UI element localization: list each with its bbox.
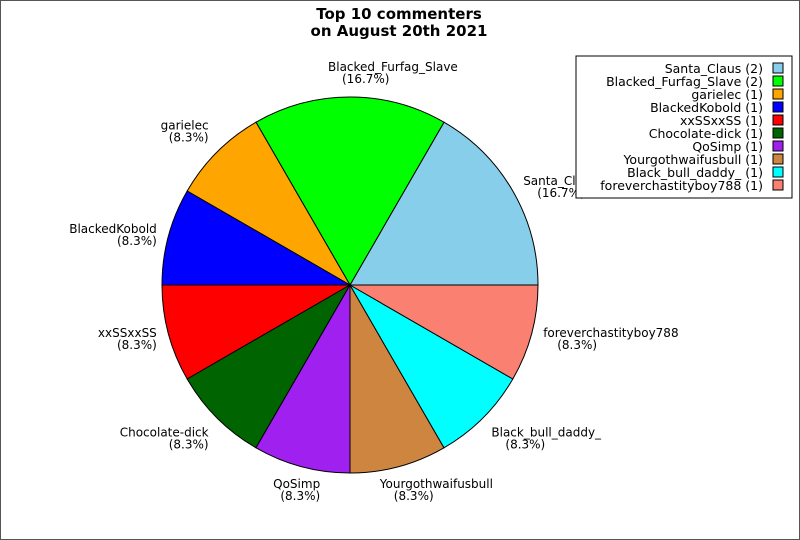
legend-label-0: Santa_Claus (2) xyxy=(665,61,763,76)
slice-pct-8: (8.3%) xyxy=(505,437,545,451)
slice-label-3: BlackedKobold xyxy=(69,222,157,236)
legend-swatch-8 xyxy=(772,166,784,178)
legend-label-2: garielec (1) xyxy=(691,87,763,102)
legend-label-5: Chocolate-dick (1) xyxy=(649,126,763,141)
pie-slice-5 xyxy=(186,283,352,449)
pie-slice-8 xyxy=(348,283,514,449)
slice-pct-4: (8.3%) xyxy=(117,338,157,352)
slice-pct-1: (16.7%) xyxy=(342,72,389,86)
legend-swatch-3 xyxy=(772,101,784,113)
slice-pct-0: (16.7%) xyxy=(537,186,584,200)
chart-title-line-2: on August 20th 2021 xyxy=(311,22,488,40)
legend-swatch-4 xyxy=(772,114,784,126)
pie-slice-4 xyxy=(161,284,352,380)
pie-slice-0 xyxy=(349,121,539,286)
slice-pct-2: (8.3%) xyxy=(169,131,209,145)
slice-pct-7: (8.3%) xyxy=(394,489,434,503)
legend-label-9: foreverchastityboy788 (1) xyxy=(600,178,763,193)
legend-swatch-0 xyxy=(772,62,784,74)
pie-slice-9 xyxy=(348,284,539,380)
pie-slice-6 xyxy=(255,283,351,474)
slice-label-2: garielec xyxy=(161,119,209,133)
slice-pct-6: (8.3%) xyxy=(280,489,320,503)
legend-label-8: Black_bull_daddy_ (1) xyxy=(627,165,763,180)
slice-label-1: Blacked_Furfag_Slave xyxy=(328,60,458,74)
slice-pct-5: (8.3%) xyxy=(169,437,209,451)
legend-swatch-5 xyxy=(772,127,784,139)
slice-label-7: Yourgothwaifusbull xyxy=(379,477,493,491)
legend-swatch-6 xyxy=(772,140,784,152)
legend-swatch-7 xyxy=(772,153,784,165)
legend-label-6: QoSimp (1) xyxy=(692,139,763,154)
slice-label-6: QoSimp xyxy=(273,477,320,491)
chart-title-line-1: Top 10 commenters xyxy=(316,5,482,23)
pie-slice-1 xyxy=(255,96,445,286)
slice-label-5: Chocolate-dick xyxy=(120,425,209,439)
slice-label-4: xxSSxxSS xyxy=(98,326,157,340)
legend-swatch-2 xyxy=(772,88,784,100)
slice-label-8: Black_bull_daddy_ xyxy=(491,425,602,439)
pie-slice-7 xyxy=(349,283,445,474)
slice-pct-9: (8.3%) xyxy=(557,338,597,352)
legend-box xyxy=(575,55,793,199)
pie-slices xyxy=(161,96,539,474)
legend-label-4: xxSSxxSS (1) xyxy=(680,113,763,128)
slice-label-9: foreverchastityboy788 xyxy=(543,326,678,340)
pie-slice-2 xyxy=(186,121,352,287)
legend-label-3: BlackedKobold (1) xyxy=(650,100,763,115)
slice-pct-3: (8.3%) xyxy=(117,234,157,248)
pie-slice-3 xyxy=(161,190,352,286)
legend-swatch-9 xyxy=(772,179,784,191)
legend: Santa_Claus (2)Blacked_Furfag_Slave (2)g… xyxy=(575,55,793,199)
legend-label-7: Yourgothwaifusbull (1) xyxy=(622,152,763,167)
legend-label-1: Blacked_Furfag_Slave (2) xyxy=(606,74,763,89)
legend-swatch-1 xyxy=(772,75,784,87)
